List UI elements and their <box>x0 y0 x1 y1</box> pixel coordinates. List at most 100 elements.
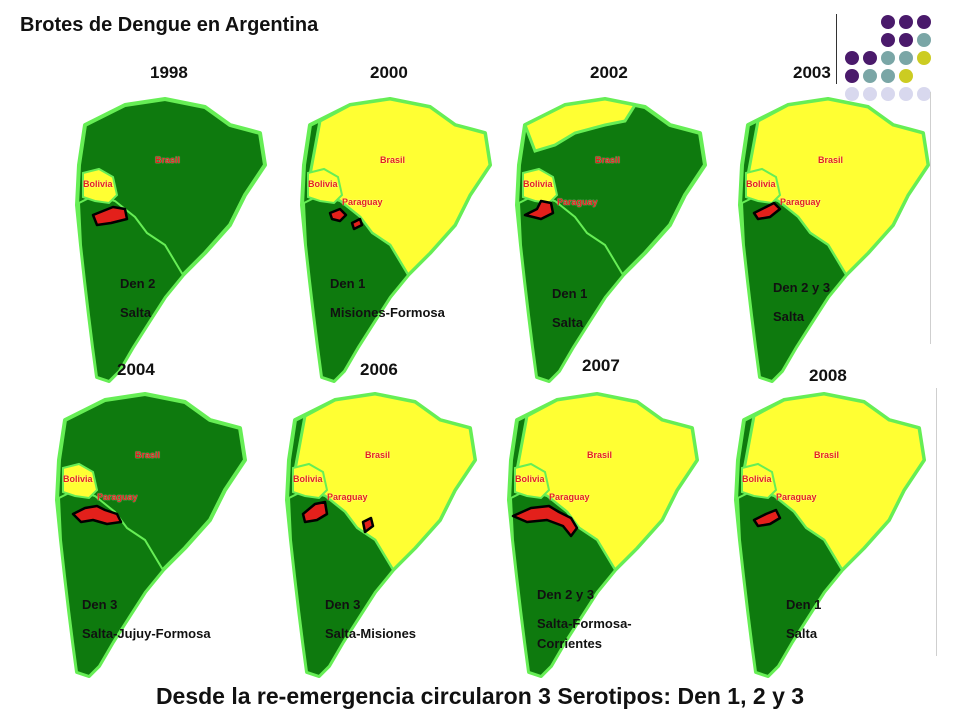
year-label-2006: 2006 <box>360 360 398 379</box>
year-label-2000: 2000 <box>370 63 408 82</box>
label-brasil: Brasil <box>814 450 840 460</box>
map-region-bolivia <box>62 462 99 500</box>
label-bolivia: Bolivia <box>515 474 545 484</box>
label-paraguay: Paraguay <box>557 197 598 207</box>
serotype-label: Den 2 y 3 <box>537 587 595 602</box>
decorative-dot <box>881 15 895 29</box>
footer-caption: Desde la re-emergencia circularon 3 Sero… <box>155 683 805 709</box>
decorative-dot-grid <box>845 15 931 101</box>
outbreak-area <box>71 504 123 526</box>
map-region-bolivia <box>745 167 782 205</box>
label-bolivia: Bolivia <box>293 474 323 484</box>
year-label-2003: 2003 <box>793 63 831 82</box>
serotype-label: Den 3 <box>82 597 118 612</box>
map-region-bolivia <box>292 462 329 500</box>
serotype-label: Den 2 y 3 <box>773 280 831 295</box>
decorative-dot <box>845 87 859 101</box>
outbreak-area <box>511 504 579 538</box>
region-label: Misiones-Formosa <box>330 305 445 320</box>
decorative-dot <box>899 69 913 83</box>
outbreak-area <box>301 500 329 524</box>
label-paraguay: Paraguay <box>776 492 817 502</box>
map-region-argentina <box>736 488 844 678</box>
label-brasil: Brasil <box>595 155 621 165</box>
decorative-dot <box>917 15 931 29</box>
map-region-bolivia <box>522 167 559 205</box>
region-label: Salta <box>120 305 152 320</box>
decorative-dot <box>899 51 913 65</box>
decorative-dot <box>899 33 913 47</box>
map-region-brasil <box>523 97 638 153</box>
decorative-dot <box>863 69 877 83</box>
label-brasil: Brasil <box>818 155 844 165</box>
serotype-label: Den 1 <box>786 597 822 612</box>
map-region-bolivia <box>82 167 119 205</box>
map-panel-2008: Bolivia Paraguay Brasil <box>714 380 934 680</box>
slide-title: Brotes de Dengue en Argentina <box>20 14 319 36</box>
decorative-dot <box>881 33 895 47</box>
decorative-dot <box>845 69 859 83</box>
label-bolivia: Bolivia <box>63 474 93 484</box>
year-label-2002: 2002 <box>590 63 628 82</box>
label-paraguay: Paraguay <box>97 492 138 502</box>
label-paraguay: Paraguay <box>342 197 383 207</box>
outbreak-area <box>91 205 129 227</box>
region-label: Salta <box>552 315 584 330</box>
decorative-dot <box>917 87 931 101</box>
serotype-label: Den 3 <box>325 597 361 612</box>
decorative-dot <box>881 51 895 65</box>
map-region-argentina <box>517 193 625 383</box>
outbreak-area <box>328 207 348 223</box>
map-region-argentina <box>77 193 185 383</box>
label-bolivia: Bolivia <box>742 474 772 484</box>
region-label: Salta-Jujuy-Formosa <box>82 626 211 641</box>
region-label: Salta-Formosa- <box>537 616 632 631</box>
map-region-bolivia <box>307 167 344 205</box>
year-label-2007: 2007 <box>582 356 620 375</box>
map-panel-2006: Bolivia Paraguay Brasil <box>265 380 485 680</box>
map-region-argentina <box>287 488 395 678</box>
map-panel-2003: Bolivia Paraguay Brasil <box>718 85 938 385</box>
label-brasil: Brasil <box>587 450 613 460</box>
map-region-bolivia <box>514 462 551 500</box>
decorative-dot <box>863 87 877 101</box>
label-brasil: Brasil <box>155 155 181 165</box>
map-panel-2000: Bolivia Paraguay Brasil <box>280 85 500 385</box>
outbreak-area <box>361 516 375 534</box>
label-bolivia: Bolivia <box>83 179 113 189</box>
decorative-dot <box>881 69 895 83</box>
region-label: Salta <box>773 309 805 324</box>
decorative-dot <box>863 51 877 65</box>
outbreak-area <box>752 508 782 528</box>
panel-divider-top <box>930 92 931 344</box>
serotype-label: Den 1 <box>330 276 366 291</box>
label-bolivia: Bolivia <box>523 179 553 189</box>
decorative-dot <box>845 51 859 65</box>
decorative-dot <box>881 87 895 101</box>
serotype-label: Den 1 <box>552 286 588 301</box>
decorative-dot <box>899 15 913 29</box>
label-bolivia: Bolivia <box>308 179 338 189</box>
panel-divider-bottom <box>936 388 937 656</box>
map-panel-2007: Bolivia Paraguay Brasil <box>487 380 707 680</box>
label-brasil: Brasil <box>380 155 406 165</box>
map-region-argentina <box>302 193 410 383</box>
year-label-2004: 2004 <box>117 360 155 379</box>
map-region-argentina <box>740 193 848 383</box>
label-paraguay: Paraguay <box>780 197 821 207</box>
decorative-dot <box>917 51 931 65</box>
year-label-1998: 1998 <box>150 63 188 82</box>
decorative-dot <box>917 33 931 47</box>
map-region-bolivia <box>741 462 778 500</box>
label-brasil: Brasil <box>135 450 161 460</box>
map-panel-2004: Bolivia Paraguay Brasil <box>35 380 255 680</box>
map-panel-2002: Bolivia Paraguay Brasil <box>495 85 715 385</box>
label-brasil: Brasil <box>365 450 391 460</box>
outbreak-area <box>350 217 364 231</box>
region-label: Salta <box>786 626 818 641</box>
outbreak-area <box>523 199 555 221</box>
label-paraguay: Paraguay <box>327 492 368 502</box>
region-label: Salta-Misiones <box>325 626 417 641</box>
map-panel-1998: Bolivia Brasil <box>55 85 275 385</box>
map-region-argentina <box>509 488 617 678</box>
